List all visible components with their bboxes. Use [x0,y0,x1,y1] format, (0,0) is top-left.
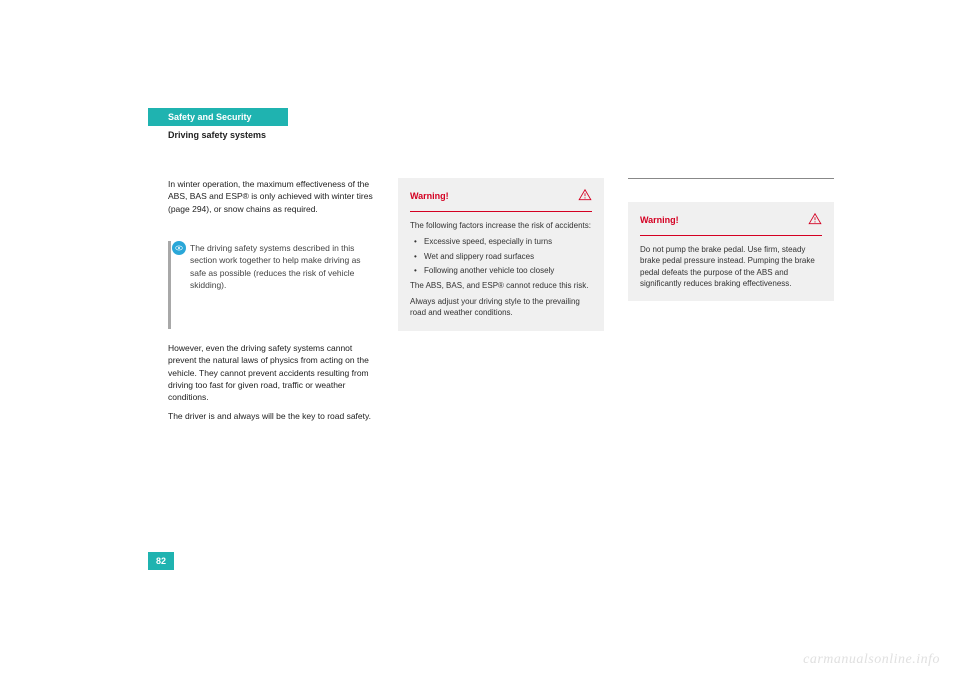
warning-list-item: Wet and slippery road surfaces [410,251,592,262]
col1-para1: However, even the driving safety systems… [168,342,374,404]
manual-page: Safety and Security Driving safety syste… [148,86,836,576]
warning-p1: The ABS, BAS, and ESP® cannot reduce thi… [410,280,592,291]
warning-title: Warning! [410,190,449,203]
warning-triangle-icon [578,188,592,205]
info-icon [172,241,186,255]
section-subtitle: Driving safety systems [168,130,266,140]
col3-top-rule [628,178,834,179]
warning-header: Warning! [640,212,822,236]
col1-note: The driving safety systems described in … [190,242,376,291]
warning-header: Warning! [410,188,592,212]
page-number: 82 [148,552,174,570]
col1-body: However, even the driving safety systems… [168,342,374,422]
warning-triangle-icon [808,212,822,229]
warning-lead: The following factors increase the risk … [410,220,592,231]
col1-intro: In winter operation, the maximum effecti… [168,178,374,215]
warning-title: Warning! [640,214,679,227]
header-strip: Safety and Security [148,108,836,126]
warning-abs-body: Do not pump the brake pedal. Use firm, s… [640,244,822,289]
warning-p2: Always adjust your driving style to the … [410,296,592,318]
section-tab: Safety and Security [148,108,288,126]
warning-box-factors: Warning! The following factors increase … [398,178,604,331]
warning-list-item: Excessive speed, especially in turns [410,236,592,247]
warning-list-item: Following another vehicle too closely [410,265,592,276]
info-sidebar-rule [168,241,171,329]
warning-list: Excessive speed, especially in turns Wet… [410,236,592,276]
col1-para2: The driver is and always will be the key… [168,410,374,422]
watermark: carmanualsonline.info [803,652,940,668]
warning-box-abs: Warning! Do not pump the brake pedal. Us… [628,202,834,301]
